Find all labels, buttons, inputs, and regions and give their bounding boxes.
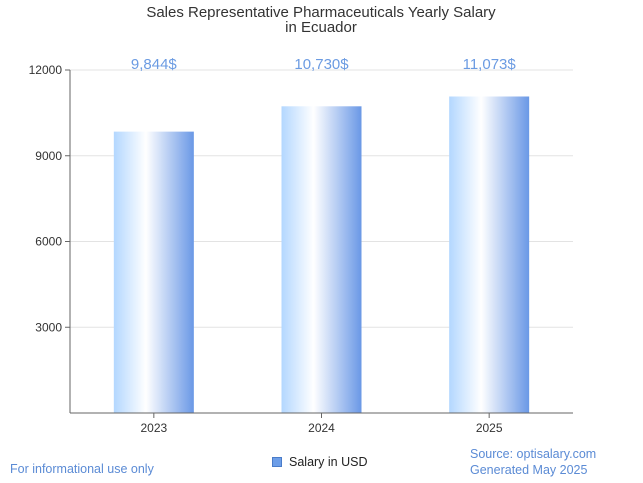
legend-swatch — [272, 457, 282, 467]
legend: Salary in USD — [272, 455, 368, 469]
value-label-2025: 11,073$ — [463, 56, 517, 73]
x-tick-label-2023: 2023 — [140, 421, 167, 435]
source-text: Source: optisalary.com — [470, 447, 597, 461]
legend-label: Salary in USD — [289, 455, 368, 469]
y-tick-label: 3000 — [35, 320, 62, 334]
disclaimer-text: For informational use only — [10, 462, 154, 476]
bar-2025 — [449, 96, 530, 413]
y-tick-label: 12000 — [29, 63, 63, 77]
x-tick-label-2024: 2024 — [308, 421, 335, 435]
y-tick-label: 6000 — [35, 235, 62, 249]
bars — [113, 96, 530, 413]
value-label-2023: 9,844$ — [131, 56, 178, 73]
chart-title-line-2: in Ecuador — [285, 19, 357, 36]
bar-2023 — [113, 131, 194, 413]
y-tick-label: 9000 — [35, 149, 62, 163]
chart-title-line-1: Sales Representative Pharmaceuticals Yea… — [146, 4, 496, 21]
labels: 3000 6000 9000 12000 9,844$ 2023 10,730$ 2024 11… — [29, 56, 517, 435]
generated-date-text: Generated May 2025 — [470, 463, 588, 477]
bar-2024 — [281, 106, 362, 413]
x-tick-label-2025: 2025 — [476, 421, 503, 435]
value-label-2024: 10,730$ — [294, 56, 349, 73]
